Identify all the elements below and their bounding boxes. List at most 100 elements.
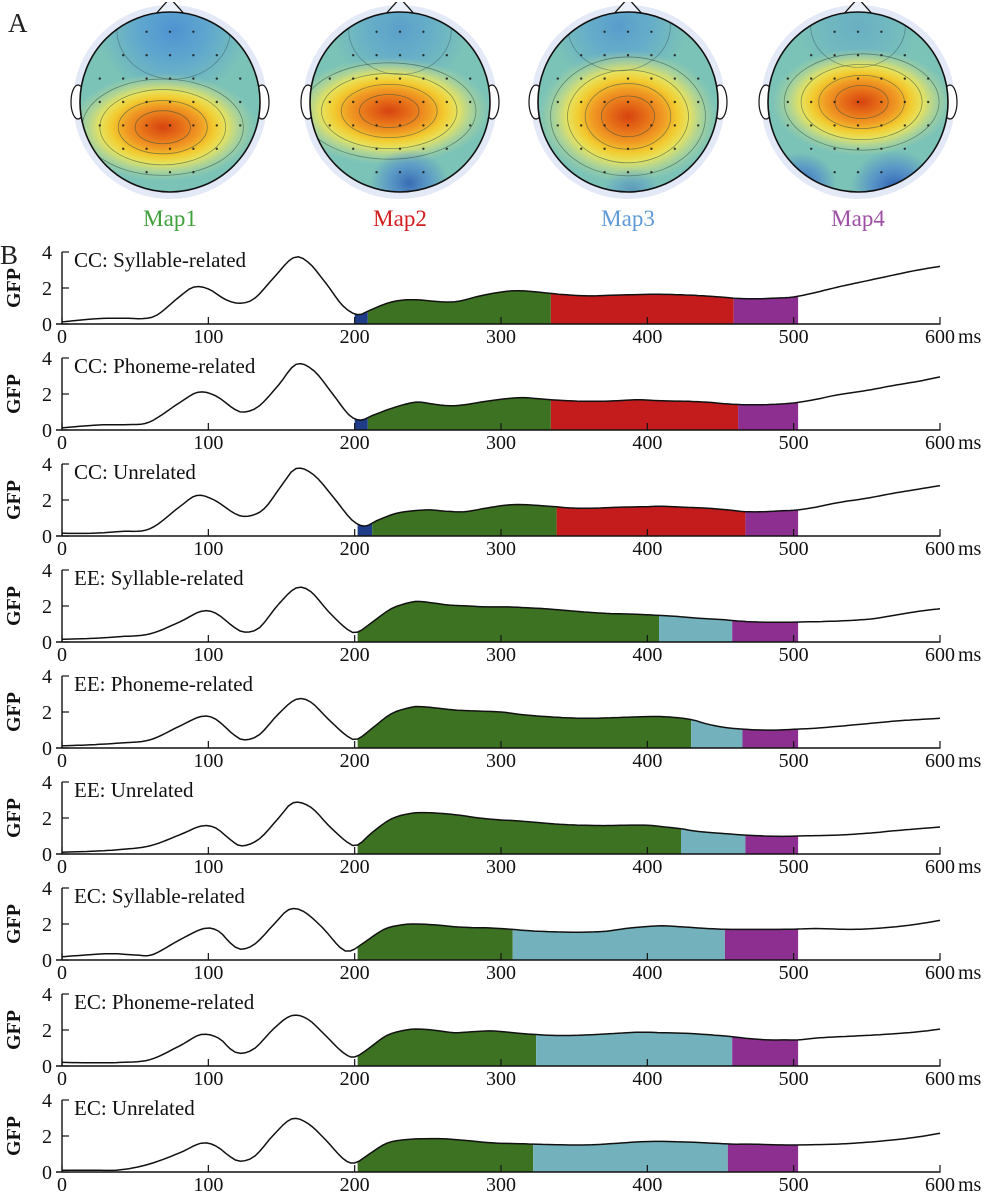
- y-axis-title: GFP: [3, 480, 25, 520]
- electrode-dot: [880, 147, 883, 150]
- gfp-curve: [62, 1014, 941, 1064]
- gfp-plot-row-ec-phoneme: 0 100 200 300 400 500 600 ms 0 2 4 GFP EC: Phoneme-r…: [0, 982, 1000, 1088]
- x-tick-label: 200: [340, 538, 370, 558]
- y-axis-title: GFP: [3, 904, 25, 944]
- gfp-plot-row-ee-syllable: 0 100 200 300 400 500 600 ms 0 2 4 GFP EE: Syllable-…: [0, 558, 1000, 664]
- gfp-plot-row-cc-syllable: 0 100 200 300 400 500 600 ms 0 2 4 GFP CC: Syllable-…: [0, 240, 1000, 346]
- contour-line: [348, 12, 452, 75]
- condition-label: CC: Syllable-related: [74, 248, 247, 272]
- x-unit-label: ms: [958, 856, 982, 876]
- contour-line: [601, 95, 655, 138]
- electrode-dot: [352, 147, 355, 150]
- x-unit-label: ms: [958, 1174, 982, 1194]
- electrode-dot: [650, 100, 653, 104]
- contour-line: [567, 69, 689, 164]
- electrode-dot: [239, 77, 242, 80]
- x-axis: 0 100 200 300 400 500 600 ms: [56, 847, 982, 876]
- x-tick-label: 500: [779, 750, 809, 770]
- x-tick-label: 500: [779, 1068, 809, 1088]
- x-tick-label: 300: [486, 432, 516, 452]
- panel-b-gfp-plots: 0 100 200 300 400 500 600 ms 0 2 4 GFP CC: Syllable-…: [0, 240, 1000, 1200]
- electrode-dot: [352, 77, 355, 80]
- y-tick-label: 4: [42, 984, 52, 1006]
- gfp-plot-svg: 0 100 200 300 400 500 600 ms 0 2 4 GFP EE: Syllable-…: [3, 560, 982, 664]
- cold-posterior-blob: [369, 149, 449, 192]
- electrode-dot: [556, 124, 559, 127]
- x-tick-label: 400: [632, 432, 662, 452]
- x-axis: 0 100 200 300 400 500 600 ms: [56, 635, 982, 664]
- x-tick-label: 300: [486, 962, 516, 982]
- y-tick-label: 2: [42, 384, 52, 406]
- condition-label: EE: Syllable-related: [74, 566, 244, 590]
- x-axis: 0 100 200 300 400 500 600 ms: [56, 953, 982, 982]
- electrode-dot: [673, 124, 676, 127]
- electrode-dot: [445, 77, 448, 80]
- topomap-svg-map4: [758, 2, 958, 199]
- electrode-dot: [833, 77, 836, 80]
- electrode-dot: [697, 77, 700, 80]
- segment-fill-Map1: [372, 504, 557, 536]
- segment-fill-Map1: [367, 397, 551, 430]
- y-tick-label: 0: [42, 314, 52, 336]
- electrode-dot: [398, 124, 402, 127]
- x-tick-label: 200: [340, 1174, 370, 1194]
- y-tick-label: 4: [42, 878, 52, 900]
- electrode-dot: [650, 30, 653, 33]
- y-tick-label: 4: [42, 242, 52, 264]
- gfp-curve: [61, 362, 941, 429]
- scalp-interpolation: [538, 12, 718, 192]
- x-tick-label: 200: [340, 432, 370, 452]
- electrode-dot: [145, 54, 148, 57]
- x-tick-label: 600: [925, 856, 955, 876]
- y-tick-label: 2: [42, 1126, 52, 1148]
- electrode-dot: [375, 147, 378, 150]
- contour-line: [359, 94, 420, 128]
- x-tick-label: 500: [779, 1174, 809, 1194]
- x-tick-label: 200: [340, 1068, 370, 1088]
- y-axis: 0 2 4 GFP: [3, 560, 69, 654]
- x-unit-label: ms: [958, 1068, 982, 1088]
- electrode-dot: [626, 77, 630, 80]
- gfp-plot-row-cc-phoneme: 0 100 200 300 400 500 600 ms 0 2 4 GFP CC: Phoneme-r…: [0, 346, 1000, 452]
- electrode-dot: [422, 147, 425, 150]
- electrode-dot: [422, 124, 425, 127]
- gfp-plot-row-ee-phoneme: 0 100 200 300 400 500 600 ms 0 2 4 GFP EE: Phoneme-r…: [0, 664, 1000, 770]
- electrode-dot: [445, 147, 448, 150]
- x-tick-label: 600: [925, 432, 955, 452]
- electrode-dot: [192, 30, 195, 33]
- x-tick-label: 600: [925, 1068, 955, 1088]
- condition-label: EE: Phoneme-related: [74, 672, 254, 696]
- x-tick-label: 400: [632, 326, 662, 346]
- electrode-dot: [192, 54, 195, 57]
- electrode-dot: [168, 124, 172, 127]
- x-axis: 0 100 200 300 400 500 600 ms: [56, 423, 982, 452]
- electrode-dot: [810, 77, 813, 80]
- x-unit-label: ms: [958, 538, 982, 558]
- segment-fill-Map1: [357, 924, 513, 960]
- x-tick-label: 400: [632, 750, 662, 770]
- electrode-dot: [856, 147, 860, 150]
- segment-fill-Map4: [732, 620, 799, 642]
- electrode-dot: [556, 77, 559, 80]
- y-axis: 0 2 4 GFP: [3, 878, 69, 972]
- electrode-dot: [903, 54, 906, 57]
- x-tick-label: 0: [57, 432, 67, 452]
- electrode-dot: [145, 147, 148, 150]
- segment-fill-Map4: [732, 1036, 799, 1066]
- segment-fill-Map4: [745, 509, 799, 536]
- segment-fill-Map3: [512, 925, 725, 960]
- electrode-dot: [650, 54, 653, 57]
- condition-label: EC: Syllable-related: [74, 884, 245, 908]
- electrode-dot: [880, 30, 883, 33]
- y-tick-label: 4: [42, 666, 52, 688]
- electrode-dot: [626, 124, 630, 127]
- gfp-plot-svg: 0 100 200 300 400 500 600 ms 0 2 4 GFP CC: Unrelated: [3, 454, 982, 558]
- y-tick-label: 0: [42, 632, 52, 654]
- electrode-dot: [626, 30, 630, 33]
- electrode-dot: [398, 100, 402, 104]
- x-tick-label: 600: [925, 326, 955, 346]
- x-tick-label: 0: [57, 1174, 67, 1194]
- map1-label: Map1: [143, 206, 197, 231]
- x-tick-label: 500: [779, 326, 809, 346]
